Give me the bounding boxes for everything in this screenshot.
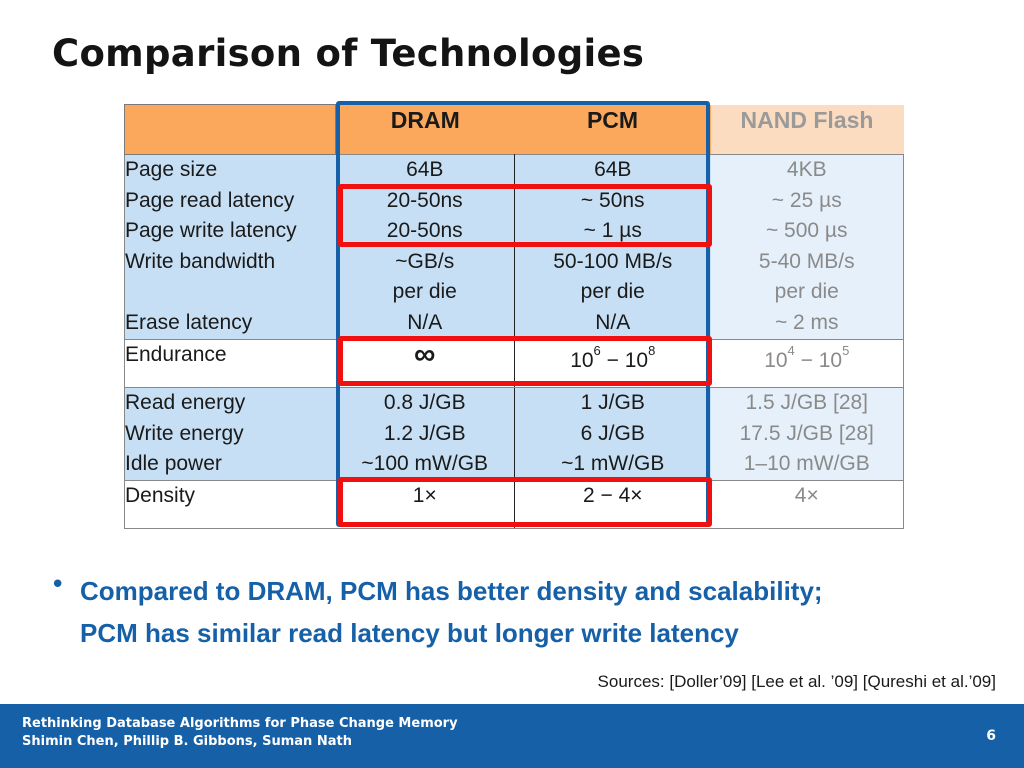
pcm-value: 2 − 4×: [514, 480, 711, 529]
pcm-value: per die: [580, 280, 645, 303]
pcm-endurance-exp1: 6: [593, 343, 601, 358]
pcm-cell: 64B ~ 50ns ~ 1 µs 50-100 MB/s per die N/…: [514, 154, 711, 340]
nand-cell: 4KB ~ 25 µs ~ 500 µs 5-40 MB/s per die ~…: [710, 154, 904, 340]
pcm-cell: 1 J/GB 6 J/GB ~1 mW/GB: [514, 387, 711, 481]
pcm-value: ~1 mW/GB: [561, 452, 665, 475]
nand-value: ~ 500 µs: [765, 219, 848, 242]
dram-value: N/A: [407, 310, 443, 334]
nand-endurance: 104 − 105: [710, 339, 904, 388]
nand-endurance-base2: 10: [818, 349, 843, 372]
row-labels-cell: Read energy Write energy Idle power: [124, 387, 336, 481]
takeaway-text: Compared to DRAM, PCM has better density…: [80, 570, 980, 654]
row-label: Read energy: [125, 391, 246, 414]
row-label: Density: [124, 480, 336, 529]
pcm-value: ~ 1 µs: [583, 219, 642, 242]
pcm-value: ~ 50ns: [580, 188, 645, 212]
nand-value: ~ 2 ms: [774, 310, 839, 334]
dram-value: 0.8 J/GB: [383, 391, 466, 414]
pcm-value: 6 J/GB: [580, 421, 645, 445]
nand-endurance-sep: −: [794, 349, 819, 372]
nand-value: 1–10 mW/GB: [743, 452, 870, 475]
table-row-energy: Read energy Write energy Idle power 0.8 …: [124, 387, 904, 481]
nand-value: 1.5 J/GB [28]: [745, 391, 869, 414]
nand-value: 17.5 J/GB [28]: [739, 421, 874, 445]
takeaway-line-1: Compared to DRAM, PCM has better density…: [80, 576, 823, 606]
takeaway-line-2: PCM has similar read latency but longer …: [80, 618, 739, 648]
row-label: Page write latency: [125, 219, 297, 242]
row-label-spacer: [125, 277, 336, 308]
row-label: Page size: [125, 158, 218, 181]
dram-value: 1.2 J/GB: [383, 421, 466, 445]
pcm-endurance-exp2: 8: [648, 343, 656, 358]
dram-value: 64B: [406, 158, 444, 181]
dram-value: 20-50ns: [386, 188, 463, 212]
footer-bar: Rethinking Database Algorithms for Phase…: [0, 704, 1024, 768]
header-pcm: PCM: [514, 104, 711, 155]
pcm-value: N/A: [595, 310, 631, 334]
row-labels-cell: Page size Page read latency Page write l…: [124, 154, 336, 340]
nand-value: 5-40 MB/s: [758, 249, 855, 273]
header-nand-flash: NAND Flash: [710, 104, 904, 155]
row-label: Write bandwidth: [125, 249, 276, 273]
nand-value: per die: [774, 280, 839, 303]
sources-citation: Sources: [Doller’09] [Lee et al. ’09] [Q…: [597, 672, 996, 691]
row-label: Write energy: [125, 421, 244, 445]
header-empty-cell: [124, 104, 336, 155]
comparison-table: DRAM PCM NAND Flash Page size Page read …: [124, 104, 904, 529]
table-header-row: DRAM PCM NAND Flash: [124, 104, 904, 155]
nand-value: ~ 25 µs: [771, 188, 842, 212]
page-number: 6: [986, 728, 996, 744]
footer-title: Rethinking Database Algorithms for Phase…: [22, 716, 458, 731]
pcm-endurance-base2: 10: [624, 349, 649, 372]
pcm-endurance-base1: 10: [570, 349, 594, 372]
nand-value: 4KB: [786, 158, 827, 181]
dram-cell: 0.8 J/GB 1.2 J/GB ~100 mW/GB: [335, 387, 515, 481]
row-label: Erase latency: [125, 310, 253, 334]
row-label: Page read latency: [125, 188, 295, 212]
table-row-density: Density 1× 2 − 4× 4×: [124, 480, 904, 529]
dram-value: 20-50ns: [386, 219, 463, 242]
dram-value: ~100 mW/GB: [361, 452, 489, 475]
pcm-value: 1 J/GB: [580, 391, 645, 414]
nand-cell: 1.5 J/GB [28] 17.5 J/GB [28] 1–10 mW/GB: [710, 387, 904, 481]
infinity-symbol: ∞: [414, 338, 436, 371]
dram-value: 1×: [335, 480, 515, 529]
dram-value: ~GB/s: [395, 249, 455, 273]
dram-cell: 64B 20-50ns 20-50ns ~GB/s per die N/A: [335, 154, 515, 340]
pcm-endurance-sep: −: [600, 349, 625, 372]
table-row-endurance: Endurance ∞ 106 − 108 104 − 105: [124, 338, 904, 388]
nand-endurance-exp1: 4: [787, 343, 795, 358]
pcm-value: 64B: [594, 158, 632, 181]
slide-title: Comparison of Technologies: [52, 32, 645, 75]
pcm-endurance: 106 − 108: [514, 339, 711, 388]
row-label: Endurance: [124, 339, 336, 388]
table-row: Page size Page read latency Page write l…: [124, 154, 904, 340]
nand-value: 4×: [710, 480, 904, 529]
row-label: Idle power: [125, 452, 222, 475]
nand-endurance-exp2: 5: [842, 343, 850, 358]
footer-authors: Shimin Chen, Phillip B. Gibbons, Suman N…: [22, 734, 352, 749]
dram-endurance-infinity-icon: ∞: [335, 338, 515, 388]
dram-value: per die: [392, 280, 457, 303]
header-dram: DRAM: [335, 104, 515, 155]
nand-endurance-base1: 10: [764, 349, 788, 372]
pcm-value: 50-100 MB/s: [553, 249, 673, 273]
bullet-icon: •: [50, 570, 66, 600]
